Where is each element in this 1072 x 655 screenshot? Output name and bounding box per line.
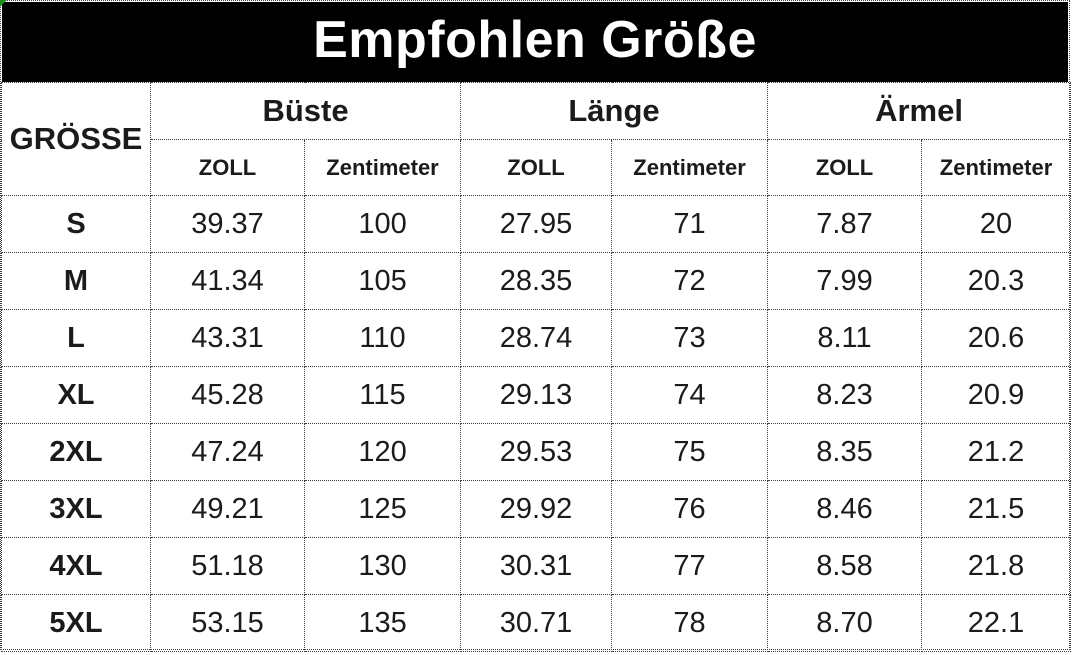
value-cell: 53.15: [150, 594, 305, 652]
table-row: 2XL 47.24 120 29.53 75 8.35 21.2: [1, 423, 1072, 481]
group-header-length: Länge: [460, 82, 769, 140]
value-cell: 22.1: [921, 594, 1072, 652]
value-cell: 115: [303, 366, 462, 424]
value-cell: 41.34: [150, 252, 305, 310]
value-cell: 7.87: [767, 195, 923, 253]
value-cell: 30.71: [460, 594, 613, 652]
value-cell: 28.74: [460, 309, 613, 367]
table-row: 5XL 53.15 135 30.71 78 8.70 22.1: [1, 594, 1072, 652]
value-cell: 105: [303, 252, 462, 310]
value-cell: 20.9: [921, 366, 1072, 424]
value-cell: 8.58: [767, 537, 923, 595]
value-cell: 49.21: [150, 480, 305, 538]
unit-header-sleeve-inch: ZOLL: [767, 139, 923, 196]
value-cell: 78: [611, 594, 769, 652]
value-cell: 51.18: [150, 537, 305, 595]
value-cell: 39.37: [150, 195, 305, 253]
table-row: L 43.31 110 28.74 73 8.11 20.6: [1, 309, 1072, 367]
value-cell: 130: [303, 537, 462, 595]
unit-header-bust-inch: ZOLL: [150, 139, 305, 196]
value-cell: 135: [303, 594, 462, 652]
table-row: XL 45.28 115 29.13 74 8.23 20.9: [1, 366, 1072, 424]
value-cell: 8.70: [767, 594, 923, 652]
value-cell: 21.8: [921, 537, 1072, 595]
group-header-bust: Büste: [149, 82, 462, 140]
value-cell: 8.11: [767, 309, 923, 367]
value-cell: 110: [303, 309, 462, 367]
table-row: M 41.34 105 28.35 72 7.99 20.3: [1, 252, 1072, 310]
value-cell: 21.2: [921, 423, 1072, 481]
size-cell: 4XL: [1, 537, 151, 595]
size-column-header: GRÖSSE: [1, 82, 151, 196]
unit-header-sleeve-cm: Zentimeter: [921, 139, 1072, 196]
unit-header-row: ZOLL Zentimeter ZOLL Zentimeter ZOLL Zen…: [2, 139, 1072, 196]
size-cell: 3XL: [1, 480, 151, 538]
unit-header-length-inch: ZOLL: [460, 139, 613, 196]
unit-header-length-cm: Zentimeter: [611, 139, 769, 196]
value-cell: 29.53: [460, 423, 613, 481]
title-banner: Empfohlen Größe: [2, 2, 1068, 82]
value-cell: 29.92: [460, 480, 613, 538]
size-cell: 5XL: [1, 594, 151, 652]
size-table-body: S 39.37 100 27.95 71 7.87 20 M 41.34 105 28.35 72 7.…: [1, 195, 1072, 652]
group-header-row: GRÖSSE Büste Länge Ärmel: [1, 82, 1072, 196]
value-cell: 47.24: [150, 423, 305, 481]
value-cell: 125: [303, 480, 462, 538]
value-cell: 30.31: [460, 537, 613, 595]
value-cell: 45.28: [150, 366, 305, 424]
size-cell: L: [1, 309, 151, 367]
value-cell: 20: [921, 195, 1072, 253]
size-cell: S: [1, 195, 151, 253]
value-cell: 8.35: [767, 423, 923, 481]
value-cell: 120: [303, 423, 462, 481]
table-row: S 39.37 100 27.95 71 7.87 20: [1, 195, 1072, 253]
value-cell: 28.35: [460, 252, 613, 310]
table-row: 4XL 51.18 130 30.31 77 8.58 21.8: [1, 537, 1072, 595]
value-cell: 8.23: [767, 366, 923, 424]
value-cell: 71: [611, 195, 769, 253]
value-cell: 77: [611, 537, 769, 595]
value-cell: 76: [611, 480, 769, 538]
value-cell: 73: [611, 309, 769, 367]
value-cell: 21.5: [921, 480, 1072, 538]
value-cell: 27.95: [460, 195, 613, 253]
group-header-sleeve: Ärmel: [767, 82, 1072, 140]
size-chart-table: GRÖSSE Büste Länge Ärmel ZOLL Zentimeter…: [1, 82, 1072, 652]
value-cell: 75: [611, 423, 769, 481]
value-cell: 20.6: [921, 309, 1072, 367]
size-cell: XL: [1, 366, 151, 424]
value-cell: 29.13: [460, 366, 613, 424]
unit-header-bust-cm: Zentimeter: [303, 139, 462, 196]
size-cell: M: [1, 252, 151, 310]
table-row: 3XL 49.21 125 29.92 76 8.46 21.5: [1, 480, 1072, 538]
value-cell: 100: [303, 195, 462, 253]
size-cell: 2XL: [1, 423, 151, 481]
value-cell: 43.31: [150, 309, 305, 367]
value-cell: 8.46: [767, 480, 923, 538]
value-cell: 7.99: [767, 252, 923, 310]
value-cell: 74: [611, 366, 769, 424]
value-cell: 72: [611, 252, 769, 310]
cell-corner-marker-icon: [0, 0, 7, 7]
value-cell: 20.3: [921, 252, 1072, 310]
page-title: Empfohlen Größe: [313, 11, 757, 69]
